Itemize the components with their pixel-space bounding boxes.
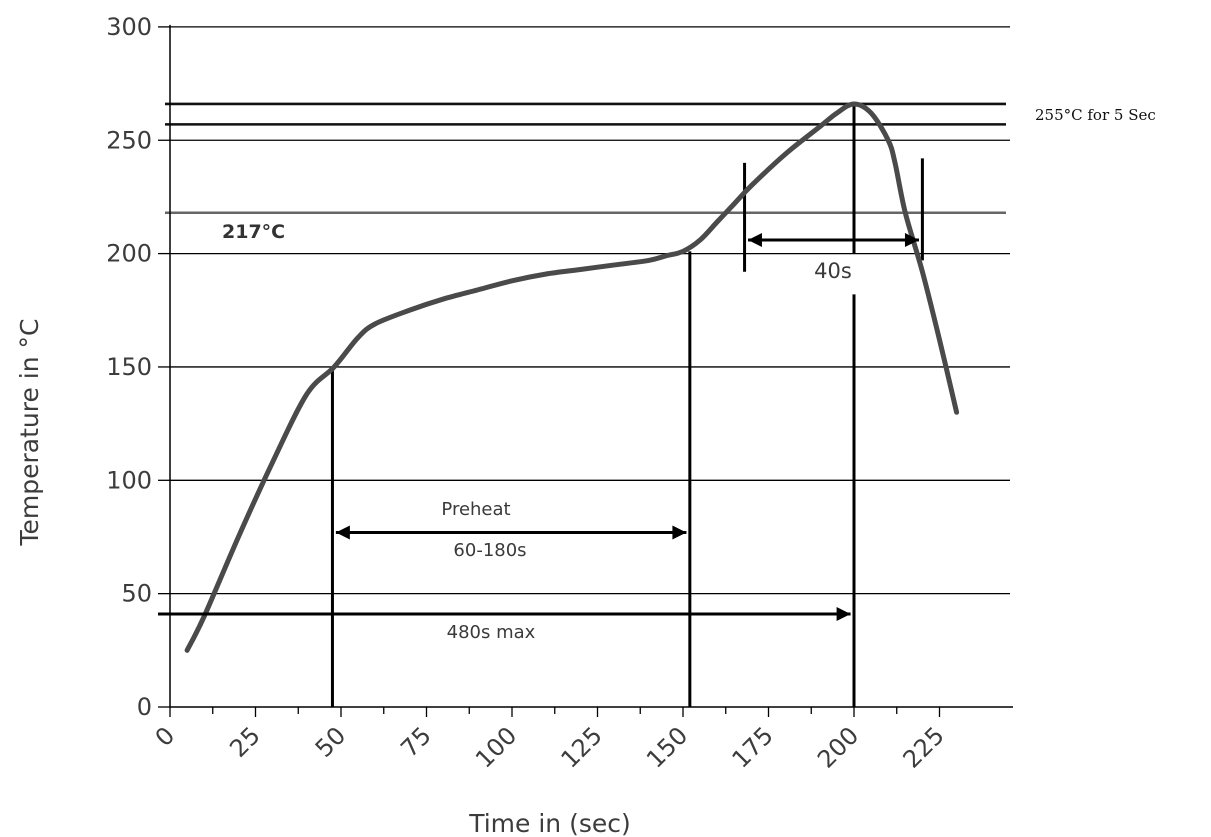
x-tick-label-75: 75 [395, 721, 436, 762]
range-arrows [158, 232, 919, 622]
y-axis-title: Temperature in °C [15, 318, 44, 546]
x-tick-label-100: 100 [470, 721, 522, 773]
y-tick-label-150: 150 [106, 353, 152, 381]
marker-lines [330, 106, 924, 707]
liquidus-time-label: 40s [814, 259, 852, 283]
y-tick-label-200: 200 [106, 240, 152, 268]
temperature-curve [184, 101, 960, 653]
y-tick-label-50: 50 [121, 580, 152, 608]
preheat-arrow-head-right [672, 525, 687, 540]
reference-lines [165, 102, 1006, 215]
preheat-range-label: 60-180s [453, 540, 526, 561]
max-time-arrow-head-right [836, 607, 851, 622]
y-tick-label-250: 250 [106, 126, 152, 154]
x-axis-title: Time in (sec) [468, 809, 631, 837]
peak-temperature-label: 255°C for 5 Sec [1035, 106, 1156, 124]
x-tick-label-225: 225 [898, 721, 950, 773]
horizontal-gridlines [170, 26, 1010, 595]
preheat-label: Preheat [441, 499, 510, 520]
x-tick-label-175: 175 [727, 721, 779, 773]
y-tick-label-300: 300 [106, 13, 152, 41]
y-tick-label-100: 100 [106, 466, 152, 494]
x-tick-label-0: 0 [150, 721, 181, 752]
temperature-curve-line [184, 101, 960, 653]
axes [158, 24, 1013, 717]
x-tick-label-150: 150 [641, 721, 693, 773]
y-tick-label-0: 0 [137, 693, 152, 721]
liquidus-time-arrow-head-right [904, 232, 919, 247]
liquidus-temperature-label: 217°C [222, 221, 285, 243]
x-tick-label-50: 50 [310, 721, 351, 762]
liquidus-time-arrow-head-left [747, 232, 762, 247]
max-time-label: 480s max [447, 622, 536, 643]
preheat-arrow-head-left [335, 525, 350, 540]
x-tick-label-200: 200 [812, 721, 864, 773]
x-tick-label-125: 125 [556, 721, 608, 773]
x-tick-label-25: 25 [224, 721, 265, 762]
